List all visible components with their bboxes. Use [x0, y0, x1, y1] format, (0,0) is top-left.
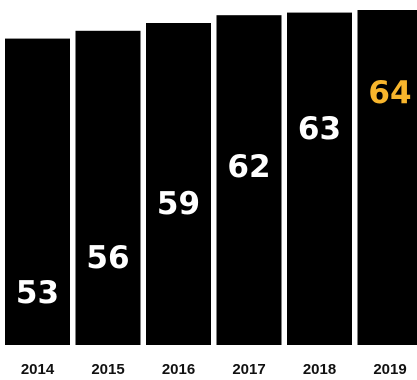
- data-label-2017: 62: [227, 149, 270, 185]
- data-label-2016: 59: [157, 186, 200, 222]
- data-label-2018: 63: [298, 111, 341, 147]
- data-label-2019: 64: [368, 75, 411, 111]
- data-label-2014: 53: [16, 275, 59, 311]
- bar-2014: [5, 38, 70, 345]
- value-labels-group: 53 56 59 62 63 64: [16, 75, 412, 311]
- bar-2019: [357, 10, 417, 345]
- x-axis-tick-labels: 2014 2015 2016 2017 2018 2019: [21, 361, 407, 378]
- x-tick-label-2017: 2017: [232, 361, 265, 378]
- x-tick-label-2016: 2016: [162, 361, 195, 378]
- x-tick-label-2014: 2014: [21, 361, 55, 378]
- data-label-2015: 56: [86, 240, 129, 276]
- bar-2017: [216, 15, 282, 345]
- x-tick-label-2015: 2015: [91, 361, 124, 378]
- bar-2016: [146, 23, 211, 345]
- bar-2018: [287, 12, 352, 345]
- bar-2015: [75, 30, 141, 346]
- x-tick-label-2019: 2019: [373, 361, 406, 378]
- x-tick-label-2018: 2018: [303, 361, 336, 378]
- bars-group: [5, 10, 417, 346]
